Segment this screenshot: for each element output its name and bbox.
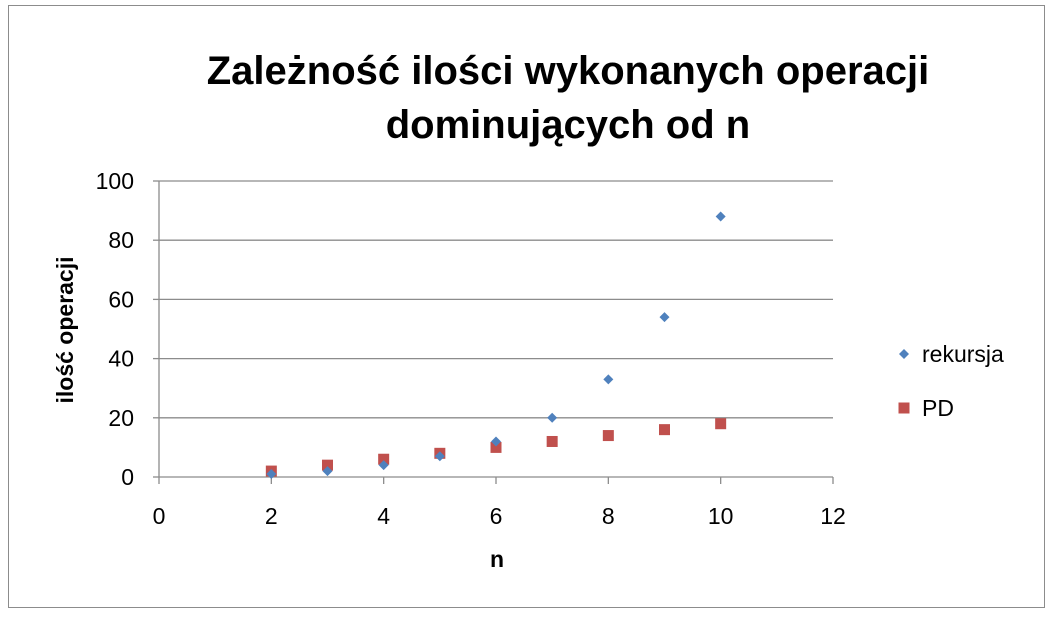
PD-point [490,441,502,453]
rekursja-point [491,436,501,447]
legend-marker-rekursja [899,349,909,359]
rekursja-point [434,451,445,462]
rekursja-point [266,469,277,480]
x-tick-labels: 0 2 4 6 8 10 12 [153,503,846,529]
legend-label-rekursja: rekursja [922,341,1004,367]
data-points [265,211,727,480]
PD-point [659,424,670,436]
PD-point [322,459,333,471]
rekursja-point [322,466,333,477]
rekursja-point [715,211,726,222]
x-tick-label: 12 [820,503,846,529]
x-tick-label: 2 [265,503,278,529]
rekursja-point [603,374,614,385]
axes [153,180,834,484]
x-tick-label: 10 [708,503,734,529]
y-tick-label: 0 [121,464,134,490]
y-tick-label: 60 [108,286,134,312]
PD-point [602,430,614,442]
x-tick-label: 4 [377,503,390,529]
PD-point [546,435,558,447]
PD-point [715,418,727,430]
y-tick-labels: 0 20 40 60 80 100 [96,168,134,490]
x-tick-label: 8 [602,503,615,529]
gridlines [159,180,833,419]
chart-frame [8,5,1045,608]
x-tick-label: 0 [153,503,166,529]
legend-label-PD: PD [922,395,954,421]
PD-point [378,453,390,465]
rekursja-point [659,312,670,323]
y-tick-label: 40 [108,346,134,372]
legend-marker-PD [898,402,910,414]
x-tick-label: 6 [490,503,503,529]
y-axis-title: ilość operacji [52,256,78,403]
rekursja-point [547,412,558,423]
rekursja-point [378,460,389,471]
y-tick-label: 20 [108,405,134,431]
y-tick-label: 100 [96,168,134,194]
chart-title-line-1: Zależność ilości wykonanych operacji [206,49,930,93]
legend: rekursja PD [898,341,1004,421]
chart-title: Zależność ilości wykonanych operacji dom… [0,44,1053,152]
chart-title-line-2: dominujących od n [385,103,751,147]
y-tick-label: 80 [108,227,134,253]
x-axis-title: n [490,546,504,572]
